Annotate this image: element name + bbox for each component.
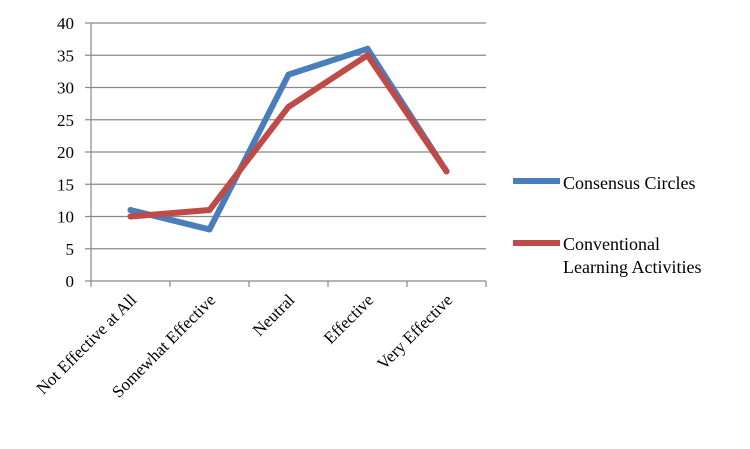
- legend: Consensus Circles Conventional Learning Ac…: [513, 173, 701, 277]
- y-tick-label: 25: [57, 111, 74, 130]
- x-tick-label: Effective: [320, 290, 377, 347]
- data-point: [364, 52, 371, 59]
- y-tick-label: 30: [57, 79, 74, 98]
- data-point: [127, 213, 134, 220]
- data-point: [443, 168, 450, 175]
- data-point: [285, 103, 292, 110]
- axes: [85, 22, 487, 287]
- data-point: [206, 226, 213, 233]
- y-tick-label: 35: [57, 46, 74, 65]
- y-tick-label: 0: [66, 272, 75, 291]
- legend-label: Consensus Circles: [563, 173, 696, 193]
- y-tick-label: 40: [57, 14, 74, 33]
- data-point: [127, 207, 134, 214]
- data-point: [206, 207, 213, 214]
- x-tick-label: Very Effective: [373, 290, 456, 373]
- legend-label: Conventional Learning Activities: [563, 234, 701, 277]
- y-tick-label: 15: [57, 175, 74, 194]
- y-tick-label: 5: [66, 240, 75, 259]
- x-tick-label: Neutral: [249, 290, 299, 340]
- data-point: [364, 45, 371, 52]
- y-tick-label: 10: [57, 208, 74, 227]
- series-lines: [127, 45, 450, 233]
- y-tick-label: 20: [57, 143, 74, 162]
- data-point: [285, 71, 292, 78]
